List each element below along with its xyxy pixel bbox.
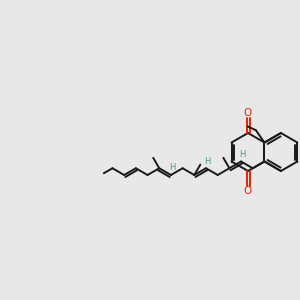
Text: O: O: [244, 186, 252, 196]
Text: O: O: [244, 108, 252, 118]
Text: H: H: [239, 150, 245, 159]
Text: H: H: [169, 164, 175, 172]
Text: H: H: [204, 157, 210, 166]
